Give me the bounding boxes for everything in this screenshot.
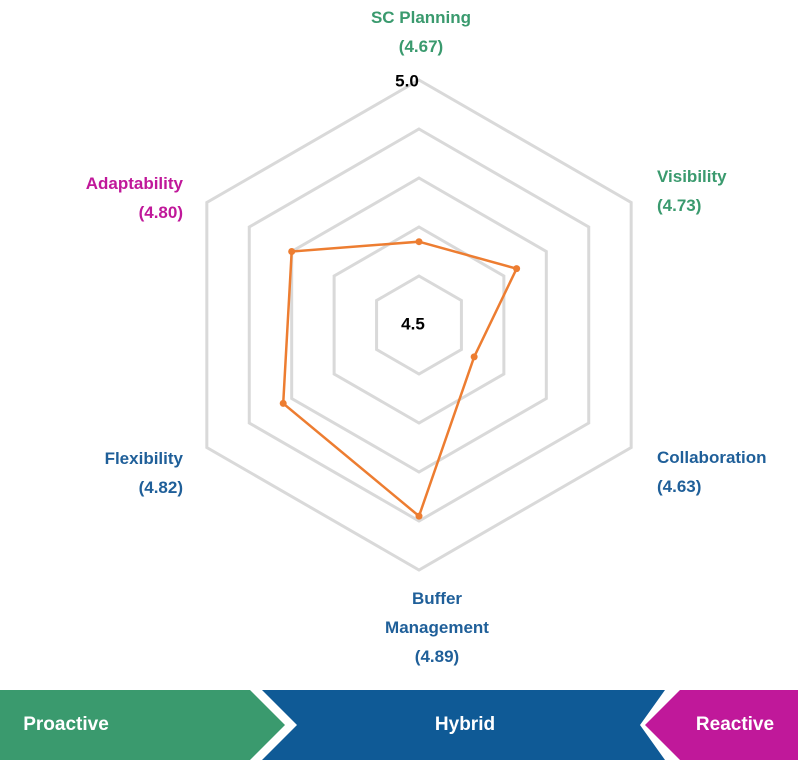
category-label: Adaptability (4.80) — [0, 169, 183, 227]
data-point — [279, 399, 287, 407]
value-label: (4.89) — [414, 647, 460, 666]
grid-ring — [332, 225, 506, 425]
band-shape — [645, 690, 798, 760]
value-label: (4.67) — [398, 37, 444, 56]
band-shape — [262, 690, 665, 760]
category-label: Buffer Management (4.89) — [377, 584, 497, 671]
data-point — [470, 353, 478, 361]
r-tick-label: 4.5 — [401, 314, 425, 333]
data-point — [288, 248, 296, 255]
r-tick-label: 5.0 — [395, 71, 419, 90]
category-name: Collaboration — [657, 448, 767, 467]
grid-ring — [375, 274, 463, 376]
category-name: Adaptability — [85, 174, 183, 193]
value-label: (4.82) — [138, 478, 183, 497]
grid-ring — [247, 127, 591, 523]
data-area — [281, 240, 519, 519]
band-label: Proactive — [23, 714, 109, 735]
category-name: Flexibility — [104, 449, 183, 468]
band-shape — [0, 690, 285, 760]
category-label: Flexibility (4.82) — [0, 444, 183, 502]
band-label: Reactive — [696, 714, 774, 735]
band-label: Hybrid — [435, 714, 495, 735]
value-label: (4.73) — [657, 196, 702, 215]
data-point — [415, 238, 423, 246]
category-label: SC Planning (4.67) — [321, 3, 521, 61]
category-label: Collaboration (4.63) — [657, 443, 798, 501]
category-name: SC Planning — [370, 8, 472, 27]
category-name: Buffer Management — [385, 589, 489, 637]
category-name: Visibility — [657, 167, 727, 186]
category-label: Visibility (4.73) — [657, 162, 798, 220]
value-label: (4.63) — [657, 477, 702, 496]
data-point — [415, 512, 423, 520]
value-label: (4.80) — [138, 203, 183, 222]
grid-ring — [205, 78, 633, 572]
data-point — [513, 265, 521, 273]
